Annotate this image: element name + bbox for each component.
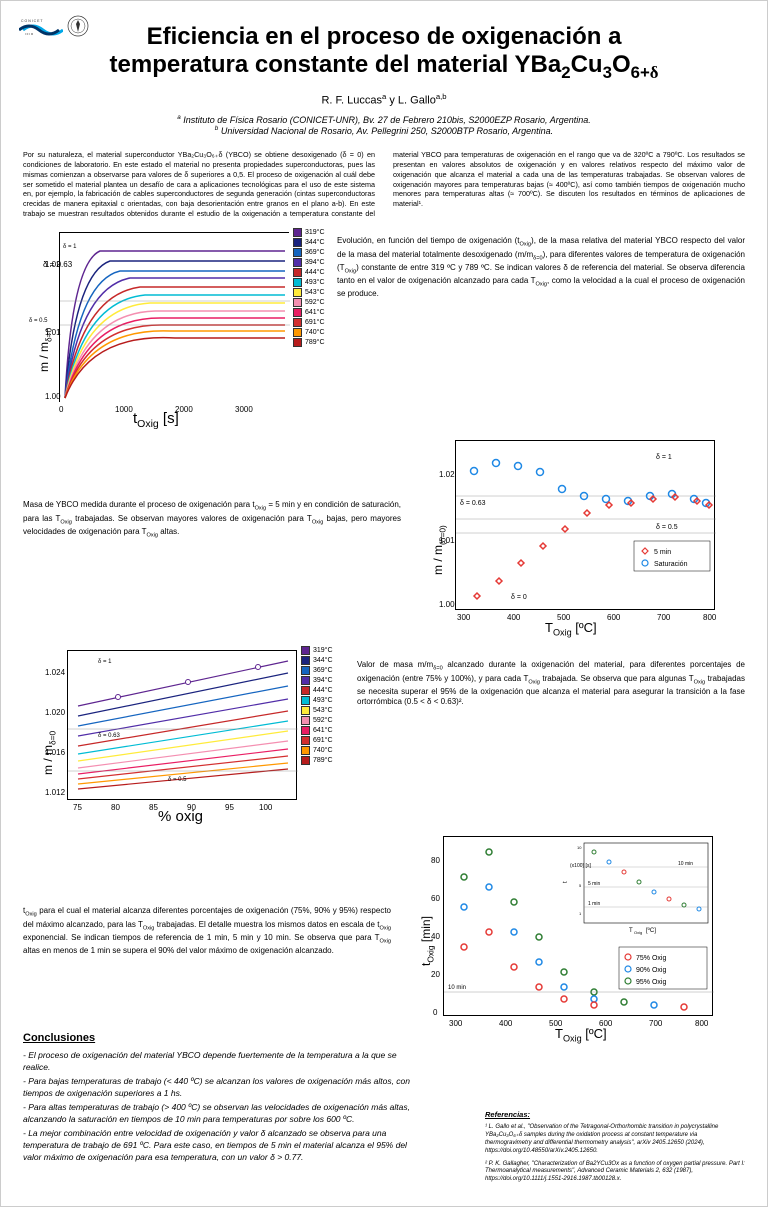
- fig2-caption: Masa de YBCO medida durante el proceso d…: [23, 440, 401, 539]
- svg-text:δ = 0: δ = 0: [511, 594, 527, 601]
- legend-item: 369°C: [301, 666, 333, 675]
- legend-item: 691°C: [301, 736, 333, 745]
- fig3-legend: 319°C344°C369°C394°C444°C493°C543°C592°C…: [301, 646, 333, 765]
- ifir-seal: [67, 15, 89, 37]
- svg-text:C O N I C E T: C O N I C E T: [21, 19, 43, 23]
- legend-item: 641°C: [293, 308, 325, 317]
- legend-item: 592°C: [293, 298, 325, 307]
- legend-item: 394°C: [301, 676, 333, 685]
- fig3-caption: Valor de masa m/mδ=0 alcanzado durante l…: [357, 650, 745, 708]
- conclusions-heading: Conclusiones: [23, 1032, 745, 1044]
- svg-text:δ = 1: δ = 1: [656, 454, 672, 461]
- svg-text:90% Oxig: 90% Oxig: [636, 967, 666, 974]
- legend-item: 319°C: [301, 646, 333, 655]
- legend-item: 369°C: [293, 248, 325, 257]
- fig2-legend-5min: 5 min: [654, 549, 671, 556]
- legend-item: 691°C: [293, 318, 325, 327]
- legend-item: 641°C: [301, 726, 333, 735]
- fig4-xlabel: TOxig [ºC]: [555, 1026, 607, 1044]
- row-fig3: δ = 1 δ = 0.63 δ = 0.5 m / mδ=0 % oxig 1…: [23, 650, 745, 800]
- legend-item: 444°C: [293, 268, 325, 277]
- svg-text:δ = 0.5: δ = 0.5: [168, 777, 187, 783]
- legend-item: 493°C: [301, 696, 333, 705]
- row-fig2: Masa de YBCO medida durante el proceso d…: [23, 440, 745, 610]
- fig3-xlabel: % oxig: [158, 808, 203, 825]
- fig4-chart: 10 min 10 min 5 min 1 min TOxig [ºC] 10 5…: [443, 836, 713, 1016]
- row-fig1: δ = 1 m / mδ=0 tOxig [s] δ = 0.63 1.00 1…: [23, 232, 745, 402]
- legend-item: 740°C: [301, 746, 333, 755]
- logos: C O N I C E T I F I R: [19, 15, 89, 37]
- legend-item: 592°C: [301, 716, 333, 725]
- svg-text:10: 10: [577, 845, 582, 850]
- fig3-chart: δ = 1 δ = 0.63 δ = 0.5: [67, 650, 297, 800]
- conicet-logo: C O N I C E T I F I R: [19, 16, 63, 36]
- svg-text:I F I R: I F I R: [25, 32, 34, 36]
- legend-item: 444°C: [301, 686, 333, 695]
- conclusions: - El proceso de oxigenación del material…: [23, 1050, 420, 1163]
- title: Eficiencia en el proceso de oxigenación …: [23, 23, 745, 82]
- fig2-legend-sat: Saturación: [654, 561, 688, 568]
- svg-text:δ = 1: δ = 1: [98, 659, 112, 665]
- fig4-caption: tOxig para el cual el material alcanza d…: [23, 836, 391, 956]
- svg-text:5: 5: [579, 883, 582, 888]
- fig4-ylabel: tOxig [min]: [419, 916, 435, 966]
- svg-text:5 min: 5 min: [588, 881, 600, 887]
- abstract: Por su naturaleza, el material supercond…: [23, 150, 745, 218]
- svg-text:(x100) [s]: (x100) [s]: [570, 863, 591, 869]
- svg-text:T: T: [629, 928, 633, 934]
- svg-text:75% Oxig: 75% Oxig: [636, 955, 666, 962]
- fig2-chart: δ = 1 δ = 0.63 δ = 0.5 δ = 0 5 min Satur…: [455, 440, 715, 610]
- svg-text:1: 1: [579, 911, 582, 916]
- svg-text:[ºC]: [ºC]: [646, 927, 656, 934]
- svg-text:δ = 0.5: δ = 0.5: [656, 524, 678, 531]
- legend-item: 789°C: [301, 756, 333, 765]
- svg-text:δ = 0.63: δ = 0.63: [98, 733, 121, 739]
- svg-text:t: t: [563, 881, 569, 883]
- legend-item: 344°C: [293, 238, 325, 247]
- authors: R. F. Luccasa y L. Galloa,b: [23, 92, 745, 107]
- fig1-legend: 319°C344°C369°C394°C444°C493°C543°C592°C…: [293, 228, 325, 347]
- svg-text:10 min: 10 min: [678, 861, 693, 867]
- legend-item: 319°C: [293, 228, 325, 237]
- legend-item: 740°C: [293, 328, 325, 337]
- row-fig4: tOxig para el cual el material alcanza d…: [23, 836, 745, 1016]
- svg-text:10 min: 10 min: [448, 985, 466, 991]
- legend-item: 344°C: [301, 656, 333, 665]
- legend-item: 543°C: [301, 706, 333, 715]
- svg-text:Oxig: Oxig: [634, 930, 642, 935]
- legend-item: 543°C: [293, 288, 325, 297]
- fig1-xlabel: tOxig [s]: [133, 410, 179, 430]
- svg-text:δ = 1: δ = 1: [63, 244, 77, 250]
- header: Eficiencia en el proceso de oxigenación …: [23, 23, 745, 136]
- svg-text:1 min: 1 min: [588, 901, 600, 907]
- fig1-caption: Evolución, en función del tiempo de oxig…: [337, 232, 745, 299]
- legend-item: 493°C: [293, 278, 325, 287]
- svg-text:95% Oxig: 95% Oxig: [636, 979, 666, 986]
- fig2-ylabel: m / m(δ=0): [431, 526, 447, 576]
- svg-text:δ = 0.63: δ = 0.63: [460, 500, 486, 507]
- fig2-xlabel: TOxig [ºC]: [545, 620, 597, 638]
- affiliations: a Instituto de Física Rosario (CONICET-U…: [23, 114, 745, 136]
- legend-item: 394°C: [293, 258, 325, 267]
- fig1-chart: δ = 1: [59, 232, 289, 402]
- legend-item: 789°C: [293, 338, 325, 347]
- references: Referencias: ¹ L. Gallo et al., "Observa…: [485, 1110, 745, 1184]
